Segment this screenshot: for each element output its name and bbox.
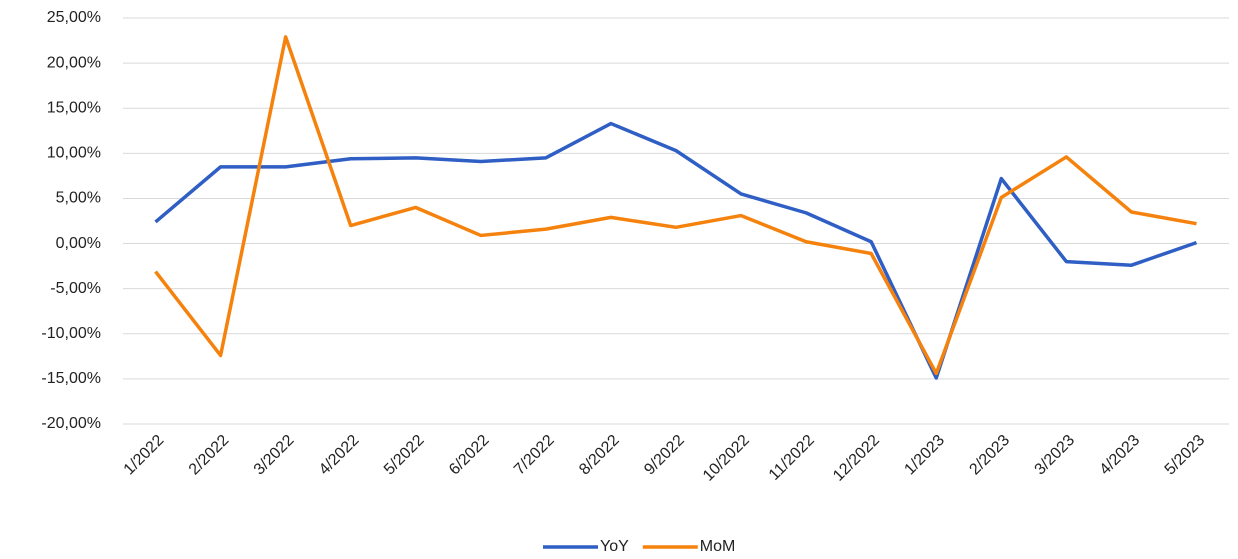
y-tick-label: 25,00%	[47, 9, 101, 26]
x-tick-label: 5/2023	[1162, 432, 1209, 479]
x-tick-label: 3/2023	[1032, 432, 1079, 479]
x-tick-label: 1/2023	[901, 432, 948, 479]
x-tick-label: 2/2022	[186, 432, 233, 479]
y-tick-label: -15,00%	[41, 370, 101, 387]
line-series	[154, 35, 1197, 376]
x-tick-label: 7/2022	[511, 432, 558, 479]
y-tick-label: -20,00%	[41, 415, 101, 432]
x-tick-label: 11/2022	[766, 432, 818, 484]
x-tick-label: 9/2022	[641, 432, 688, 479]
y-tick-label: 5,00%	[56, 190, 101, 207]
x-tick-label: 12/2022	[830, 432, 883, 485]
x-tick-label: 8/2022	[576, 432, 623, 479]
x-tick-label: 2/2023	[966, 432, 1013, 479]
y-tick-label: -5,00%	[50, 280, 101, 297]
x-tick-label: 4/2023	[1097, 432, 1144, 479]
x-tick-label: 5/2022	[381, 432, 428, 479]
y-tick-label: 10,00%	[47, 145, 101, 162]
x-tick-label: 4/2022	[316, 432, 363, 479]
x-tick-label: 1/2022	[121, 432, 168, 479]
legend-label: MoM	[700, 538, 736, 555]
legend-label: YoY	[600, 538, 629, 555]
x-tick-label: 3/2022	[251, 432, 298, 479]
y-tick-label: 0,00%	[56, 235, 101, 252]
y-tick-label: 15,00%	[47, 99, 101, 116]
y-tick-label: 20,00%	[47, 54, 101, 71]
line-series	[154, 121, 1198, 380]
y-tick-label: -10,00%	[41, 325, 101, 342]
x-tick-label: 10/2022	[700, 432, 753, 485]
x-tick-label: 6/2022	[446, 432, 493, 479]
